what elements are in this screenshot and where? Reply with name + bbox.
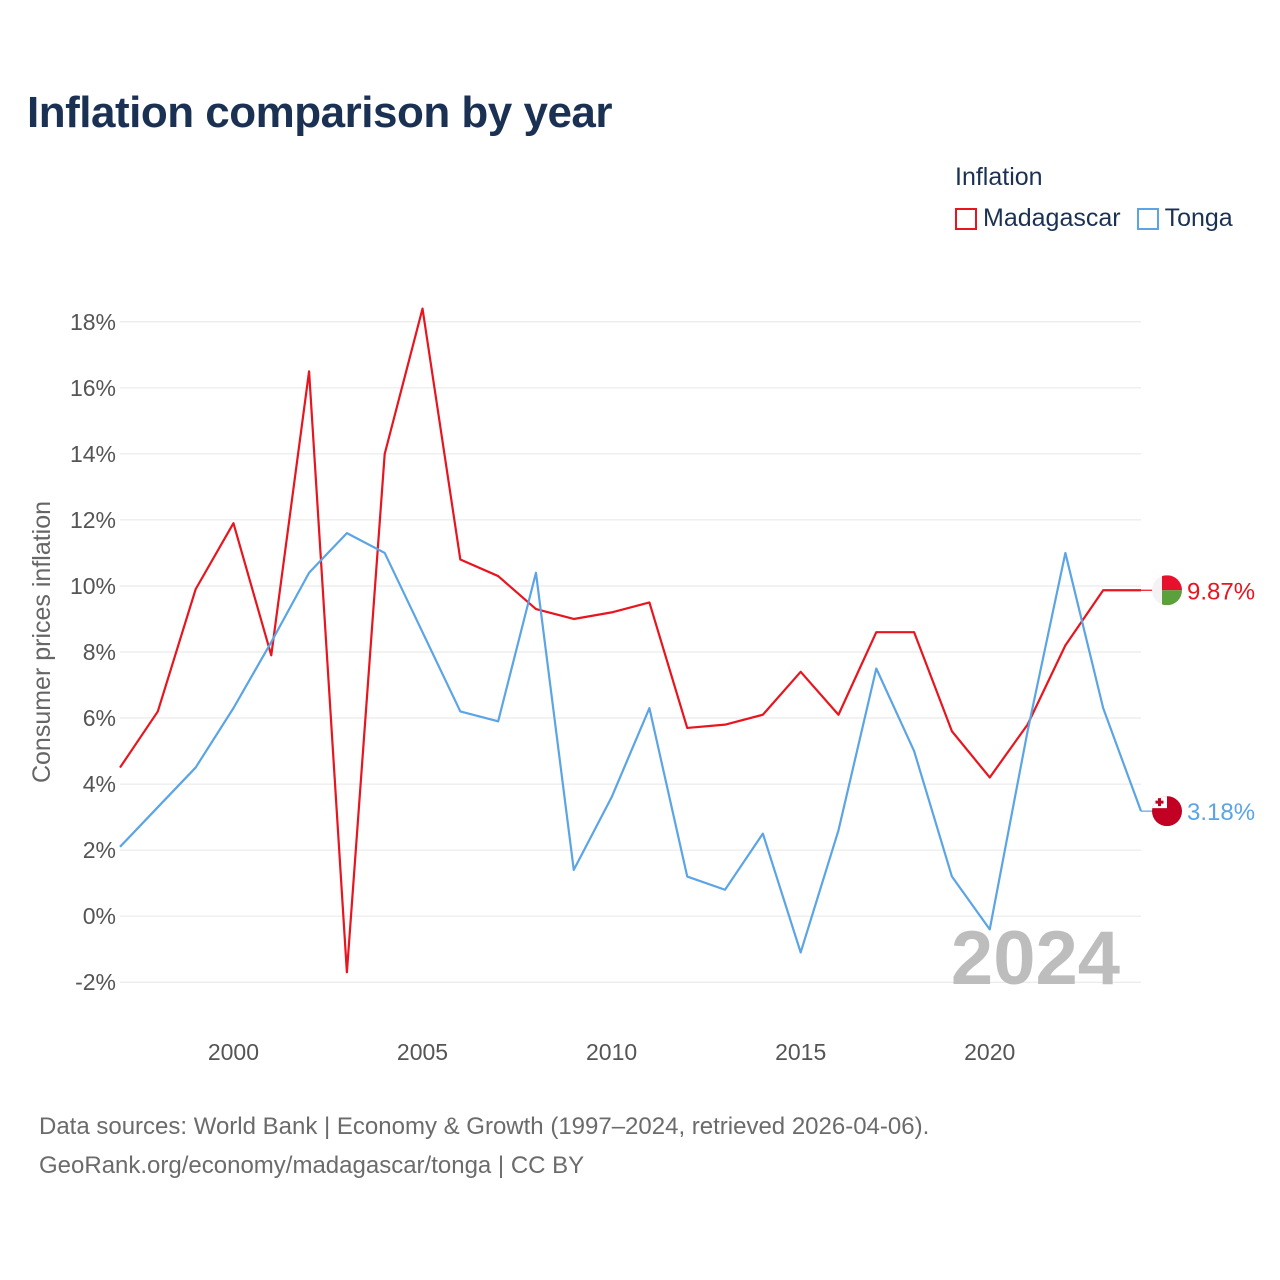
- legend-item-tonga[interactable]: Tonga: [1136, 204, 1233, 233]
- end-label-madagascar: 9.87%: [1187, 578, 1255, 605]
- y-tick-label: 4%: [83, 771, 116, 797]
- x-tick-labels: 2000 2005 2010 2015 2020: [208, 1039, 1015, 1065]
- y-tick-label: 12%: [70, 507, 116, 533]
- series-line-tonga[interactable]: [119, 532, 1143, 954]
- legend-item-madagascar[interactable]: Madagascar: [955, 204, 1121, 233]
- series-line-madagascar[interactable]: [119, 307, 1141, 974]
- y-tick-label: 8%: [83, 639, 116, 665]
- x-tick-label: 2005: [397, 1039, 448, 1065]
- legend: Madagascar Tonga: [955, 204, 1249, 233]
- series-lines: [119, 307, 1143, 974]
- year-watermark: 2024: [951, 916, 1120, 1001]
- source-line-2[interactable]: GeoRank.org/economy/madagascar/tonga | C…: [39, 1152, 585, 1179]
- x-tick-label: 2020: [964, 1039, 1015, 1065]
- source-note: Data sources: World Bank | Economy & Gro…: [39, 1107, 929, 1185]
- y-tick-label: 16%: [70, 375, 116, 401]
- y-tick-label: 14%: [70, 441, 116, 467]
- tonga-flag-icon: [1152, 796, 1182, 827]
- x-tick-label: 2015: [775, 1039, 826, 1065]
- x-tick-label: 2000: [208, 1039, 259, 1065]
- y-axis-label: Consumer prices inflation: [28, 501, 56, 783]
- madagascar-flag-icon: [1152, 575, 1182, 606]
- gridlines: [120, 321, 1141, 983]
- y-tick-label: 6%: [83, 705, 116, 731]
- x-tick-label: 2010: [586, 1039, 637, 1065]
- chart-title: Inflation comparison by year: [27, 88, 613, 137]
- legend-swatch-madagascar: [955, 207, 977, 230]
- source-line-1: Data sources: World Bank | Economy & Gro…: [39, 1113, 930, 1140]
- y-tick-label: -2%: [75, 969, 116, 995]
- y-tick-label: 2%: [83, 837, 116, 863]
- y-tick-label: 0%: [83, 903, 116, 929]
- legend-swatch-tonga: [1136, 207, 1159, 230]
- y-tick-label: 18%: [70, 309, 116, 335]
- line-chart: -2% 0% 2% 4% 6% 8% 10% 12% 14% 16% 18% 2000 2005 201…: [28, 307, 1255, 1065]
- end-label-tonga: 3.18%: [1187, 799, 1255, 826]
- legend-label-tonga: Tonga: [1164, 204, 1233, 232]
- legend-label-madagascar: Madagascar: [983, 204, 1121, 232]
- legend-title: Inflation: [955, 163, 1043, 191]
- y-tick-labels: -2% 0% 2% 4% 6% 8% 10% 12% 14% 16% 18%: [70, 309, 116, 995]
- y-tick-label: 10%: [70, 573, 116, 599]
- end-markers: 9.87% 3.18%: [1141, 575, 1255, 827]
